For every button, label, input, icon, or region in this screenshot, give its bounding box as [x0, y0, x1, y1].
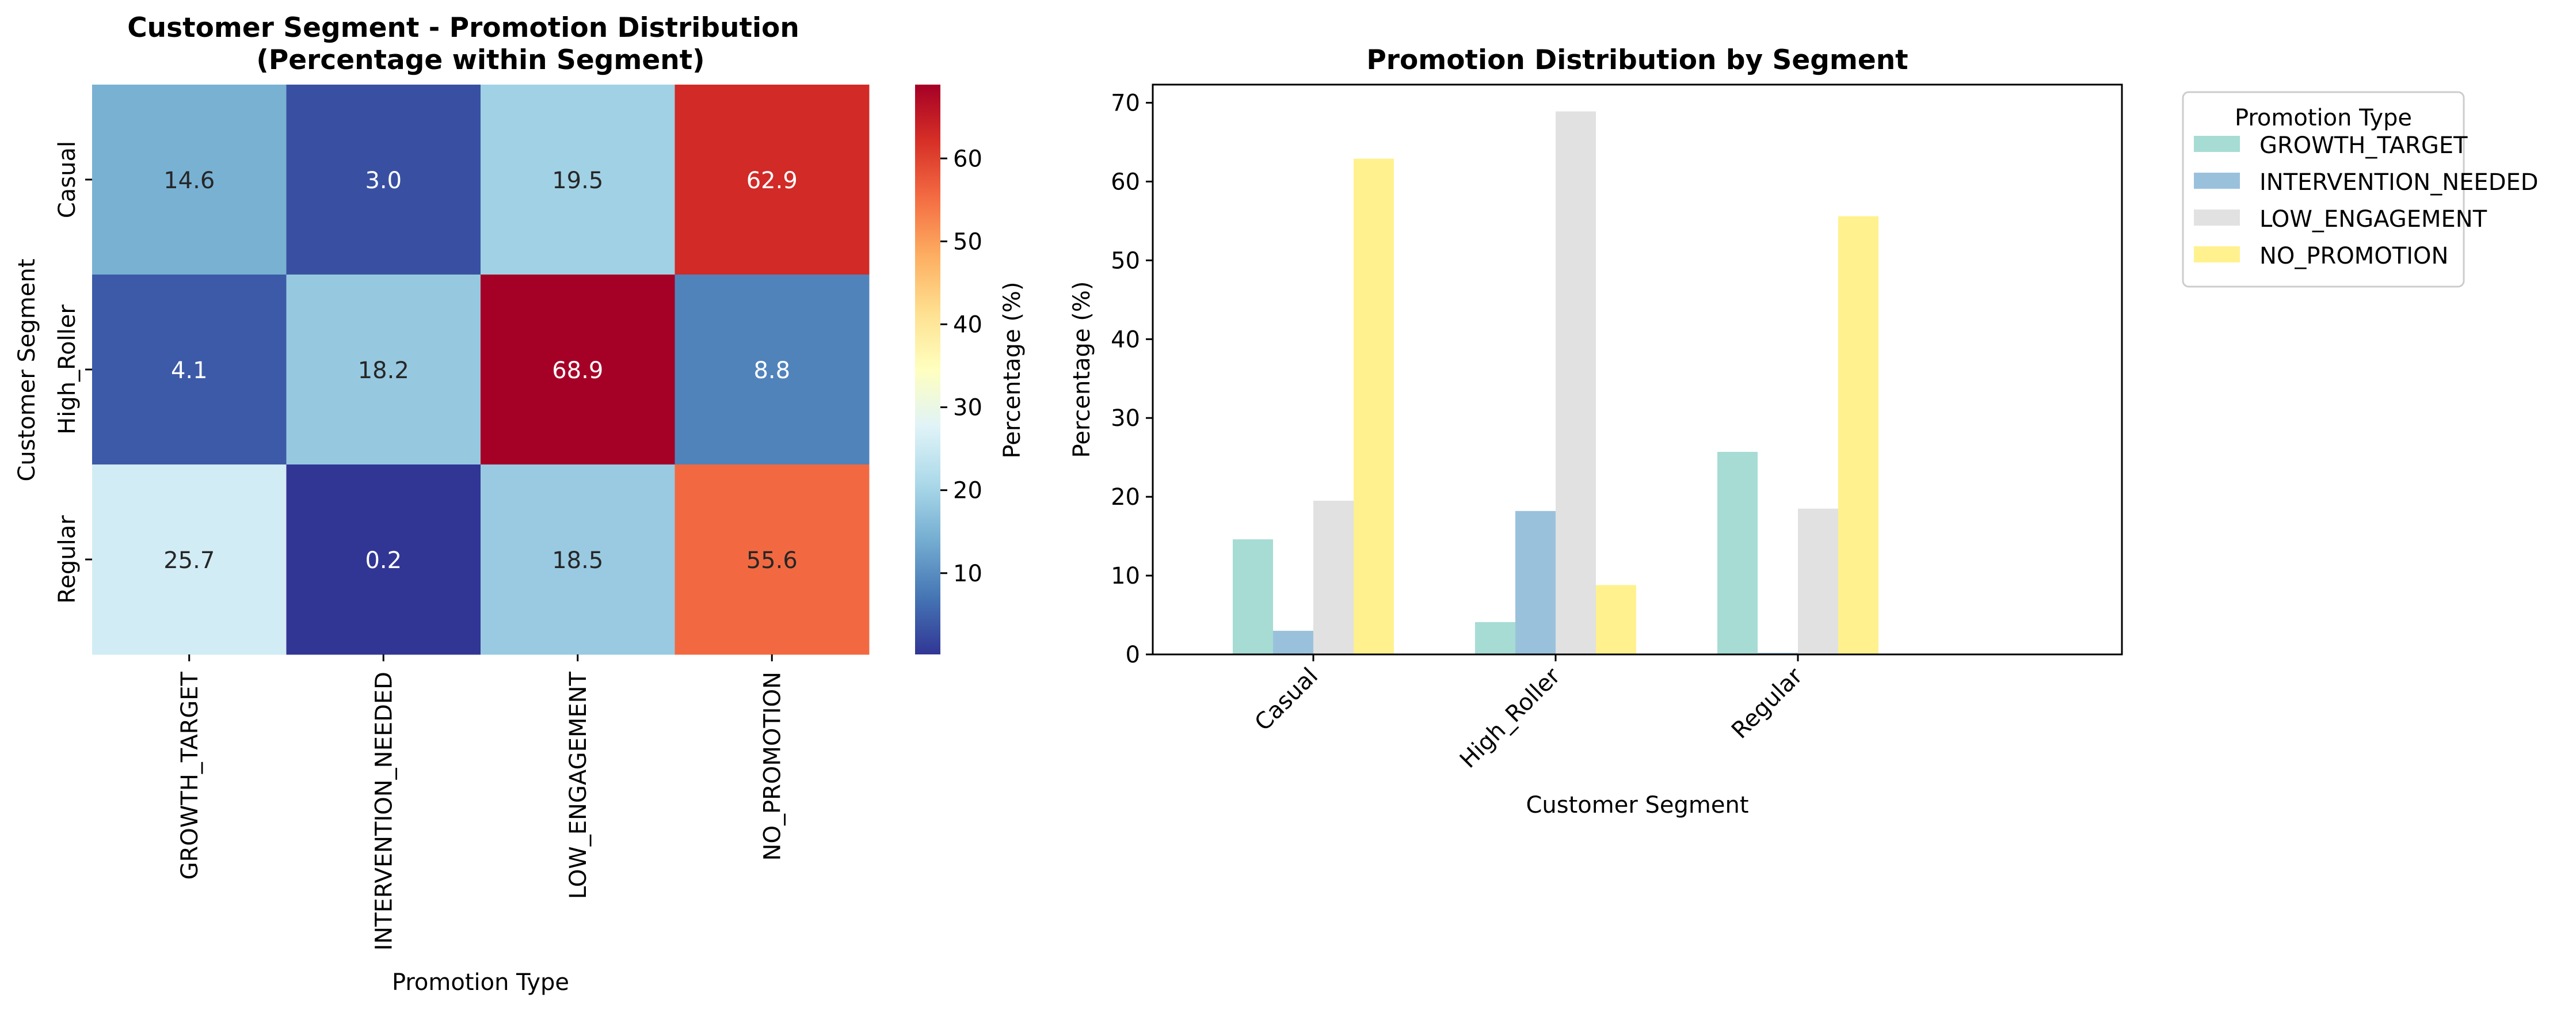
- bar: [1233, 539, 1273, 654]
- colorbar-tick-label: 10: [953, 561, 982, 587]
- heatmap-cell: [481, 85, 675, 275]
- colorbar: [915, 85, 940, 654]
- colorbar-tick-label: 40: [953, 311, 982, 338]
- heatmap-cell-label: 18.5: [552, 547, 603, 574]
- legend-title: Promotion Type: [2235, 105, 2412, 131]
- heatmap-x-tick-label: LOW_ENGAGEMENT: [565, 671, 592, 899]
- heatmap-chart: Customer Segment - Promotion Distributio…: [14, 12, 1026, 996]
- bar-y-tick-label: 40: [1111, 326, 1140, 353]
- bar-y-tick-label: 20: [1111, 484, 1140, 511]
- heatmap-title: Customer Segment - Promotion Distributio…: [127, 12, 799, 44]
- heatmap-cell-label: 14.6: [163, 167, 215, 194]
- heatmap-cell: [92, 85, 287, 275]
- bar-x-tick-label: Casual: [1250, 663, 1323, 736]
- bar: [1596, 585, 1636, 654]
- heatmap-cell-label: 68.9: [552, 357, 603, 384]
- heatmap-cell: [286, 275, 481, 465]
- legend-swatch: [2194, 173, 2240, 189]
- heatmap-cell-label: 25.7: [163, 547, 215, 574]
- bar-x-tick-label: Regular: [1727, 662, 1808, 744]
- bar-x-ticks: Casual High_Roller Regular: [1250, 654, 1808, 774]
- legend-items: GROWTH_TARGET INTERVENTION_NEEDED LOW_ENGA…: [2194, 132, 2539, 269]
- heatmap-cell: [286, 464, 481, 655]
- heatmap-cell-label: 19.5: [552, 167, 603, 194]
- heatmap-cell-label: 8.8: [753, 357, 790, 384]
- bar-y-tick-label: 0: [1126, 642, 1140, 668]
- bar: [1515, 511, 1556, 654]
- bar-y-tick-label: 50: [1111, 247, 1140, 274]
- legend-label: NO_PROMOTION: [2259, 243, 2448, 269]
- heatmap-cell-label: 3.0: [365, 167, 402, 194]
- bar: [1838, 216, 1878, 654]
- legend-label: INTERVENTION_NEEDED: [2259, 169, 2539, 196]
- heatmap-cell: [675, 464, 870, 655]
- legend-frame: [2182, 91, 2465, 288]
- bar: [1354, 158, 1394, 654]
- heatmap-cell-label: 4.1: [171, 357, 208, 384]
- heatmap-cell: [92, 464, 287, 655]
- colorbar-tick-label: 50: [953, 229, 982, 255]
- heatmap-x-tick-label: INTERVENTION_NEEDED: [371, 672, 397, 951]
- colorbar-tick-label: 60: [953, 146, 982, 172]
- colorbar-tick-label: 20: [953, 478, 982, 504]
- plot-frame: [1152, 83, 2123, 656]
- heatmap-x-tick-label: NO_PROMOTION: [759, 672, 786, 860]
- heatmap-subtitle: (Percentage within Segment): [256, 44, 704, 76]
- bar-series: [1233, 111, 1878, 654]
- heatmap-x-ticks: GROWTH_TARGET INTERVENTION_NEEDED LOW_ENGA…: [177, 654, 786, 951]
- legend-swatch: [2194, 210, 2240, 226]
- colorbar-tick-label: 30: [953, 395, 982, 421]
- colorbar-ticks: 10 20 30 40 50 60: [940, 146, 982, 587]
- legend-swatch: [2194, 136, 2240, 152]
- heatmap-cell-label: 55.6: [746, 547, 798, 574]
- bar: [1798, 508, 1838, 654]
- heatmap-cell: [286, 85, 481, 275]
- heatmap-cells: 14.6 3.0 19.5 62.9 4.1 18.2 68.9 8.8 25.7 0.2 18.5…: [92, 85, 870, 655]
- bar-chart-title: Promotion Distribution by Segment: [1366, 44, 1908, 76]
- bar-y-tick-label: 70: [1111, 90, 1140, 116]
- bar-x-tick-label: High_Roller: [1455, 662, 1566, 774]
- heatmap-cell-label: 62.9: [746, 167, 798, 194]
- heatmap-cell: [481, 464, 675, 655]
- heatmap-y-axis-label: Customer Segment: [14, 258, 40, 481]
- heatmap-y-tick-label: High_Roller: [54, 304, 81, 435]
- bar-x-axis-label: Customer Segment: [1526, 792, 1748, 818]
- bar: [1717, 452, 1758, 654]
- legend-label: GROWTH_TARGET: [2259, 132, 2468, 159]
- bar-y-tick-label: 30: [1111, 405, 1140, 432]
- heatmap-x-axis-label: Promotion Type: [392, 969, 569, 996]
- bar-y-tick-label: 60: [1111, 169, 1140, 195]
- bar: [1273, 630, 1313, 654]
- heatmap-cell: [675, 85, 870, 275]
- bar-y-axis-label: Percentage (%): [1069, 281, 1095, 458]
- bar-y-tick-label: 10: [1111, 563, 1140, 589]
- bar: [1475, 622, 1515, 654]
- bar: [1556, 111, 1596, 654]
- legend-swatch: [2194, 246, 2240, 262]
- heatmap-cell: [92, 275, 287, 465]
- heatmap-y-tick-label: Regular: [54, 515, 81, 604]
- colorbar-label: Percentage (%): [999, 282, 1026, 459]
- heatmap-cell-label: 0.2: [365, 547, 402, 574]
- legend: Promotion Type GROWTH_TARGET INTERVENTION…: [2182, 91, 2539, 288]
- bar-chart: Promotion Distribution by Segment 0 10 20 3…: [1069, 44, 2539, 818]
- heatmap-cell-label: 18.2: [358, 357, 409, 384]
- heatmap-cell: [481, 275, 675, 465]
- bar: [1313, 500, 1354, 654]
- bar-y-ticks: 0 10 20 30 40 50 60 70: [1111, 90, 1153, 668]
- legend-label: LOW_ENGAGEMENT: [2259, 206, 2487, 233]
- heatmap-x-tick-label: GROWTH_TARGET: [177, 671, 203, 879]
- heatmap-y-ticks: Casual High_Roller Regular: [54, 141, 92, 604]
- heatmap-cell: [675, 275, 870, 465]
- heatmap-y-tick-label: Casual: [54, 141, 81, 218]
